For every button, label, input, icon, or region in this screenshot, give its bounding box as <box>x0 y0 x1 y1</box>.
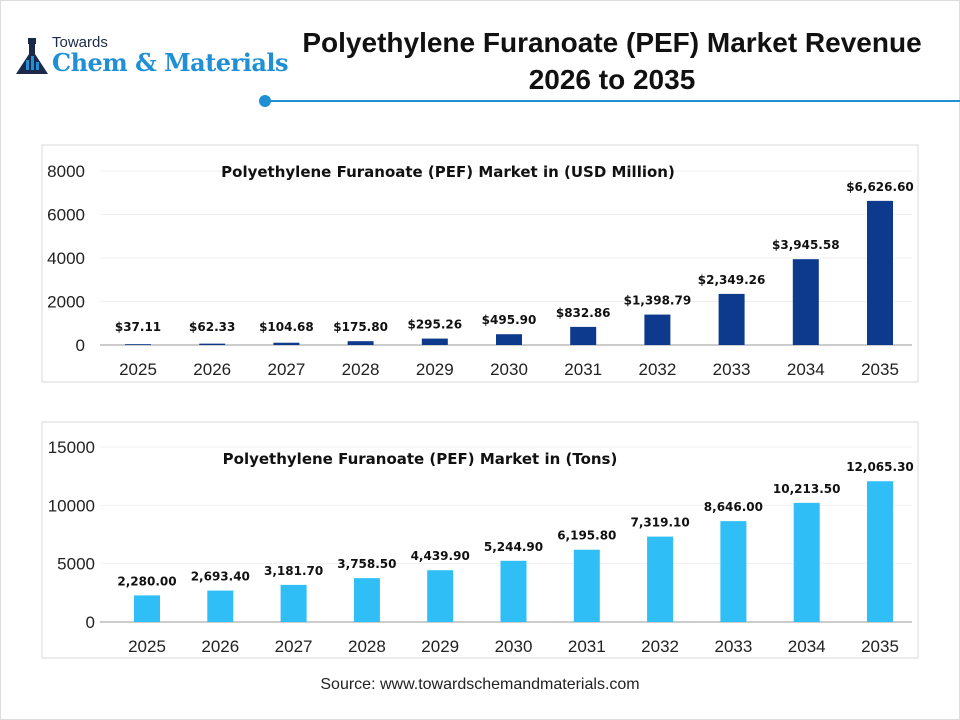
data-label: $3,945.58 <box>772 238 840 252</box>
data-label: $175.80 <box>333 320 388 334</box>
source-note: Source: www.towardschemandmaterials.com <box>320 676 640 693</box>
bar <box>647 536 674 622</box>
y-tick-label: 10000 <box>48 496 95 515</box>
data-label: $1,398.79 <box>624 294 692 308</box>
bar <box>353 578 380 622</box>
bar <box>867 200 893 345</box>
x-tick-label: 2033 <box>714 637 752 656</box>
x-tick-label: 2025 <box>119 360 157 379</box>
bar <box>280 584 307 622</box>
data-label: 7,319.10 <box>630 516 689 530</box>
title-rule-dot <box>259 95 271 107</box>
data-label: 12,065.30 <box>846 460 914 474</box>
bar <box>421 338 448 345</box>
bar <box>125 344 151 345</box>
bar <box>720 521 747 622</box>
x-tick-label: 2031 <box>564 360 602 379</box>
chart-panel <box>41 144 919 383</box>
data-label: $832.86 <box>556 306 611 320</box>
data-label: 2,693.40 <box>191 570 250 584</box>
x-tick-label: 2028 <box>342 360 380 379</box>
x-tick-label: 2026 <box>193 360 231 379</box>
bar <box>570 326 597 345</box>
y-tick-label: 8000 <box>47 162 85 181</box>
bar <box>793 502 820 622</box>
y-tick-label: 5000 <box>57 555 95 574</box>
x-tick-label: 2030 <box>495 637 533 656</box>
chart-title: Polyethylene Furanoate (PEF) Market in (… <box>223 450 618 468</box>
bar <box>867 481 893 622</box>
data-label: $295.26 <box>407 318 462 332</box>
y-tick-label: 6000 <box>47 206 85 225</box>
x-tick-label: 2032 <box>638 360 676 379</box>
x-tick-label: 2027 <box>267 360 305 379</box>
y-tick-label: 0 <box>76 336 85 355</box>
x-tick-label: 2029 <box>416 360 454 379</box>
logo-line2: Chem & Materials <box>52 48 289 77</box>
x-tick-label: 2029 <box>421 637 459 656</box>
bar <box>199 343 226 345</box>
x-tick-label: 2035 <box>861 360 899 379</box>
data-label: $104.68 <box>259 320 314 334</box>
logo-line1: Towards <box>52 34 108 51</box>
data-label: 8,646.00 <box>704 500 763 514</box>
bar <box>500 560 527 622</box>
x-tick-label: 2034 <box>788 637 826 656</box>
x-tick-label: 2035 <box>861 637 899 656</box>
bar <box>644 314 671 345</box>
x-tick-label: 2030 <box>490 360 528 379</box>
bar <box>134 595 160 622</box>
x-tick-label: 2031 <box>568 637 606 656</box>
y-tick-label: 15000 <box>48 438 95 457</box>
title-line2: 2026 to 2035 <box>528 64 696 95</box>
data-label: $62.33 <box>189 320 235 334</box>
data-label: 5,244.90 <box>484 540 543 554</box>
data-label: $2,349.26 <box>698 273 766 287</box>
bar <box>347 341 374 345</box>
bar <box>273 342 300 345</box>
data-label: 10,213.50 <box>773 482 841 496</box>
chart-panel <box>41 421 919 659</box>
data-label: $6,626.60 <box>846 180 914 194</box>
bar <box>792 259 819 345</box>
chart-title: Polyethylene Furanoate (PEF) Market in (… <box>221 163 675 181</box>
x-tick-label: 2034 <box>787 360 825 379</box>
bar <box>427 570 454 622</box>
page-title: Polyethylene Furanoate (PEF) Market Reve… <box>262 24 960 98</box>
data-label: 2,280.00 <box>117 574 176 588</box>
x-tick-label: 2028 <box>348 637 386 656</box>
title-rule <box>266 100 960 102</box>
data-label: 4,439.90 <box>411 549 470 563</box>
data-label: $37.11 <box>115 320 161 334</box>
data-label: 3,181.70 <box>264 564 323 578</box>
y-tick-label: 4000 <box>47 249 85 268</box>
bar <box>718 293 745 345</box>
bar <box>496 334 522 345</box>
x-tick-label: 2033 <box>713 360 751 379</box>
y-tick-label: 0 <box>86 613 95 632</box>
title-line1: Polyethylene Furanoate (PEF) Market Reve… <box>302 27 922 58</box>
x-tick-label: 2032 <box>641 637 679 656</box>
x-tick-label: 2027 <box>275 637 313 656</box>
data-label: 3,758.50 <box>337 557 396 571</box>
y-tick-label: 2000 <box>47 293 85 312</box>
x-tick-label: 2026 <box>201 637 239 656</box>
x-tick-label: 2025 <box>128 637 166 656</box>
bar <box>207 590 234 622</box>
data-label: $495.90 <box>482 313 537 327</box>
bar <box>573 549 600 622</box>
flask-icon <box>16 38 48 74</box>
data-label: 6,195.80 <box>557 529 616 543</box>
